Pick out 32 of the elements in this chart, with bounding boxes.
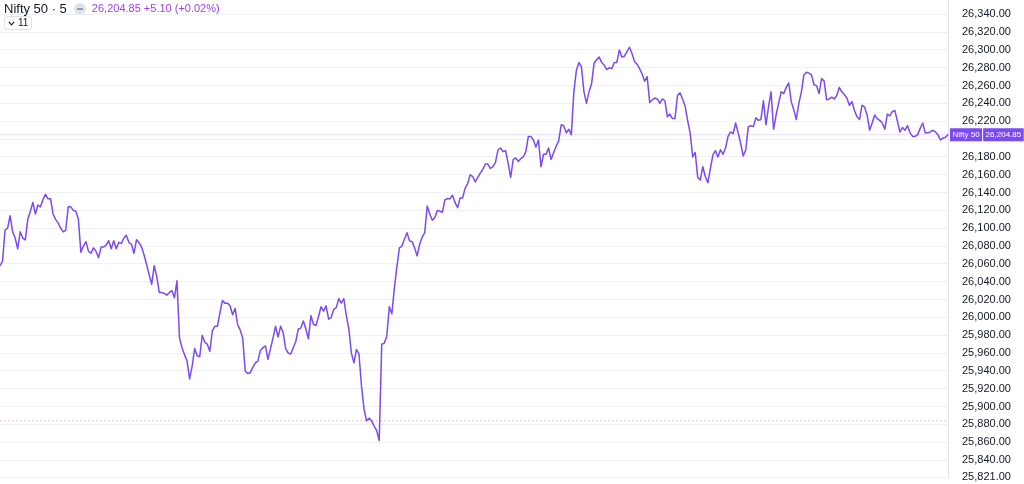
y-tick-label: 26,100.00	[962, 221, 1011, 234]
y-tick-label: 25,940.00	[962, 363, 1011, 376]
dropdown-button: 11	[4, 16, 33, 30]
y-tick-label: 26,340.00	[962, 7, 1011, 20]
annotation: 11	[18, 17, 29, 29]
y-tick-label: 26,020.00	[962, 292, 1011, 305]
y-tick-label: 26,000.00	[962, 310, 1011, 323]
y-tick-label: 25,821.00	[962, 470, 1011, 483]
y-tick-label: 26,320.00	[962, 25, 1011, 38]
y-tick-label: 26,300.00	[962, 42, 1011, 55]
y-tick-label: 25,960.00	[962, 346, 1011, 359]
y-tick-label: 25,980.00	[962, 328, 1011, 341]
y-tick-label: 26,140.00	[962, 185, 1011, 198]
y-tick-label: 25,840.00	[962, 453, 1011, 466]
y-tick-label: 25,900.00	[962, 399, 1011, 412]
chart-title: Nifty 50 · 5	[4, 1, 67, 16]
y-tick-label: 26,260.00	[962, 78, 1011, 91]
y-tick-label: 25,860.00	[962, 435, 1011, 448]
y-tick-label: 26,040.00	[962, 274, 1011, 287]
y-tick-label: 26,120.00	[962, 203, 1011, 216]
chart-subtitle: 26,204.85 +5.10 (+0.02%)	[91, 1, 220, 16]
y-tick-label: 26,160.00	[962, 167, 1011, 180]
y-tick-label: 25,880.00	[962, 417, 1011, 430]
y-tick-label: 26,280.00	[962, 60, 1011, 73]
y-tick-label: 25,920.00	[962, 381, 1011, 394]
y-tick-label: 26,220.00	[962, 114, 1011, 127]
y-tick-label: 26,060.00	[962, 256, 1011, 269]
y-tick-label: 26,180.00	[962, 149, 1011, 162]
text: 26,204.85	[985, 130, 1022, 140]
y-tick-label: 26,240.00	[962, 96, 1011, 109]
ref-line-label: Nifty 50	[952, 130, 981, 140]
y-tick-label: 26,080.00	[962, 239, 1011, 252]
